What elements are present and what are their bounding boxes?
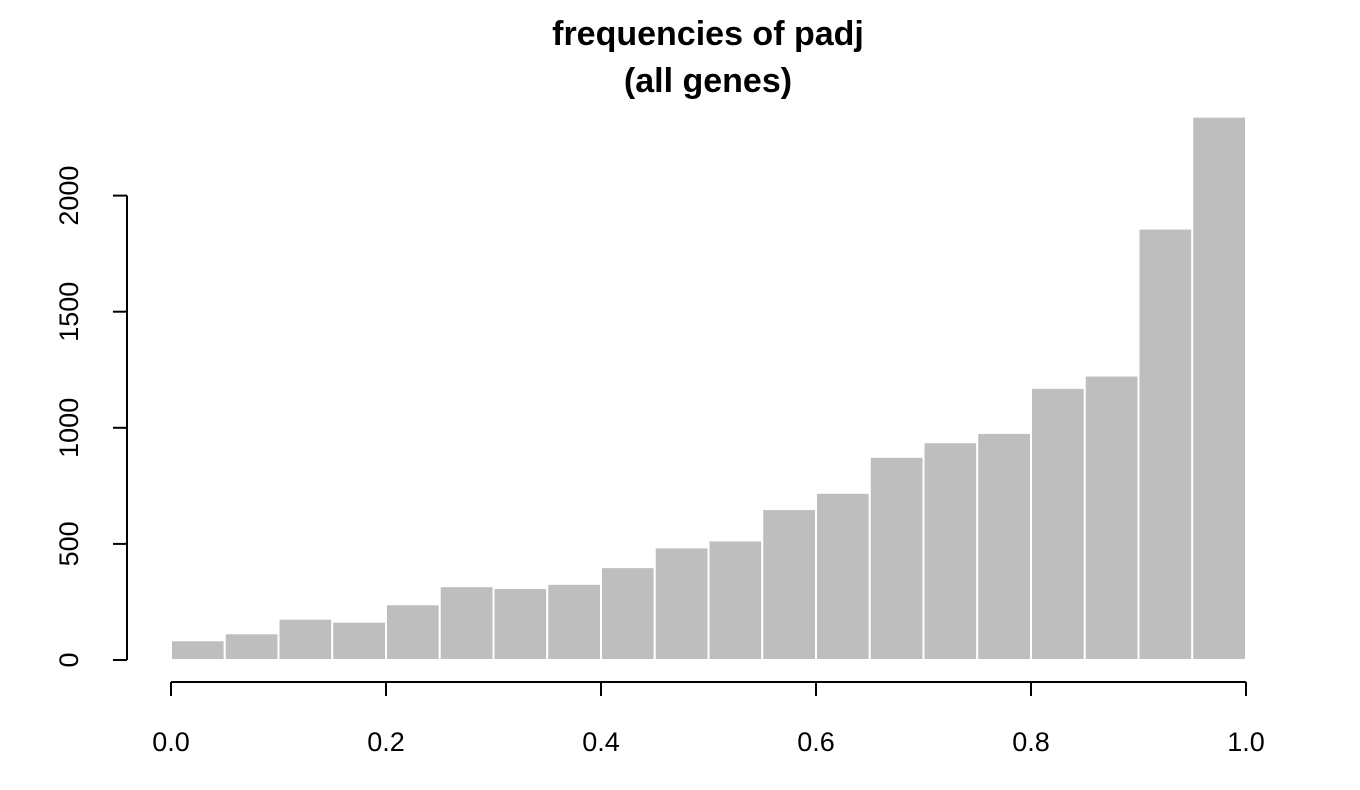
y-tick-label: 500: [54, 521, 84, 566]
histogram-bar: [1083, 374, 1140, 661]
x-tick-label: 0.2: [367, 727, 405, 757]
histogram-bar: [1191, 115, 1247, 662]
histogram-bar: [492, 587, 549, 662]
histogram-bar: [815, 491, 871, 662]
histogram-bar: [385, 603, 441, 661]
histogram-bar: [546, 582, 602, 661]
chart-title-line2: (all genes): [624, 62, 792, 100]
y-tick-label: 2000: [54, 166, 84, 226]
x-tick-label: 0.4: [582, 727, 620, 757]
histogram-bar: [1137, 227, 1194, 662]
histogram-bar: [223, 632, 280, 661]
histogram-bar: [868, 455, 925, 662]
histogram-bar: [331, 620, 387, 662]
histogram-bar: [170, 639, 226, 661]
histogram-bar: [707, 539, 764, 661]
x-tick-label: 0.0: [152, 727, 190, 757]
y-axis: 0 500 1000 1500 2000: [54, 166, 128, 668]
histogram-bar: [761, 508, 817, 661]
histogram-bar: [653, 546, 710, 661]
histogram-bar: [976, 431, 1032, 661]
y-tick-label: 1500: [54, 282, 84, 342]
x-axis: 0.0 0.2 0.4 0.6 0.8 1.0: [152, 681, 1265, 757]
x-tick-label: 0.8: [1012, 727, 1050, 757]
chart-title-line1: frequencies of padj: [552, 15, 864, 53]
histogram-bar: [600, 566, 656, 661]
y-tick-label: 1000: [54, 398, 84, 458]
histogram-bar: [438, 585, 495, 661]
bars-group: [170, 115, 1247, 662]
y-tick-label: 0: [54, 652, 84, 667]
histogram-bar: [277, 617, 334, 661]
x-tick-label: 0.6: [797, 727, 835, 757]
histogram-bar: [922, 441, 979, 662]
histogram-bar: [1030, 386, 1086, 661]
x-tick-label: 1.0: [1227, 727, 1265, 757]
